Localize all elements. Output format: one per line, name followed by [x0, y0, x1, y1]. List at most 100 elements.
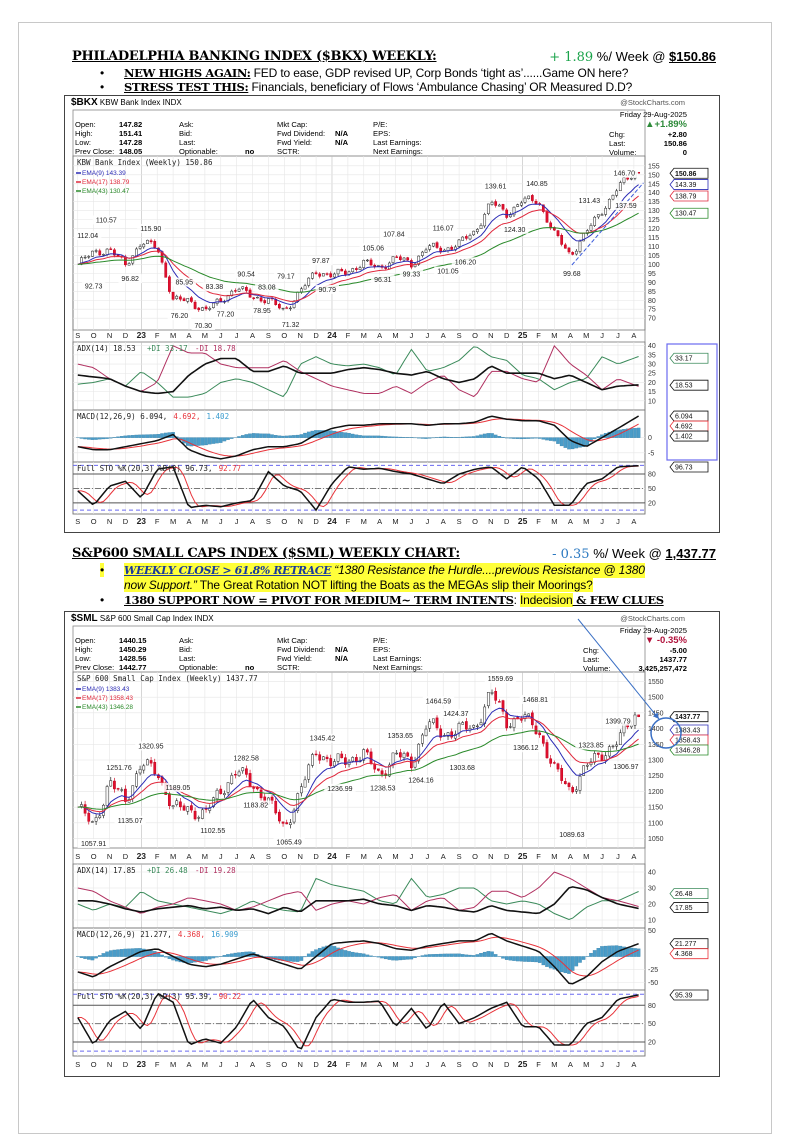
x-tick-label: N — [298, 331, 303, 340]
macd-histogram-bar — [226, 437, 230, 440]
candle-down — [281, 821, 285, 824]
candle-up — [516, 204, 520, 207]
candle-down — [395, 256, 399, 258]
y-tick-label: 50 — [648, 486, 656, 493]
macd-histogram-bar — [556, 437, 560, 444]
open-value: 1440.15 — [119, 636, 147, 645]
candle-up — [94, 250, 98, 252]
sml-price: 1,437.77 — [665, 546, 716, 561]
macd-histogram-bar — [339, 432, 344, 438]
annotation-bg — [519, 694, 552, 704]
x-tick-label: A — [250, 517, 255, 526]
macd-histogram-bar — [215, 956, 219, 958]
trendline — [571, 182, 644, 266]
macd-histogram-bar — [607, 945, 612, 957]
candle-down — [494, 201, 498, 206]
macd-histogram-bar — [563, 437, 568, 448]
macd-histogram-bar — [460, 436, 465, 438]
price-annotation: 1399.79 — [605, 719, 630, 726]
candle-up — [508, 726, 512, 728]
candle-up — [395, 752, 399, 755]
price-annotation: 1264.16 — [408, 777, 433, 784]
candle-down — [109, 248, 113, 250]
highlight-box — [666, 343, 718, 461]
eps-label: EPS: — [373, 645, 391, 654]
macd-histogram-bar — [402, 437, 406, 438]
x-tick-label: J — [219, 852, 223, 861]
candle-down — [545, 742, 549, 759]
candle-up — [175, 800, 179, 805]
price-annotation: 1183.82 — [243, 803, 268, 810]
sml-bullet-2-head: 1380 SUPPORT NOW = PIVOT FOR MEDIUM~ TER… — [124, 593, 514, 607]
x-tick-label: J — [235, 1060, 239, 1069]
bkx-bullet-2: • STRESS TEST THIS: Financials, benefici… — [100, 80, 720, 94]
macd-histogram-bar — [369, 955, 373, 957]
candle-up — [585, 764, 589, 767]
legend-ema-label: EMA(43) 130.47 — [82, 188, 130, 195]
macd-histogram-bar — [394, 436, 399, 438]
value-tag — [669, 938, 709, 950]
candle-down — [626, 177, 630, 180]
candle-up — [241, 767, 245, 772]
last-label: Last: — [179, 654, 196, 663]
fwd-yield-value: N/A — [335, 138, 349, 147]
candle-up — [413, 263, 417, 267]
chart-source: @StockCharts.com — [620, 614, 685, 623]
macd-histogram-bar — [119, 949, 124, 957]
macd-histogram-bar — [292, 435, 296, 438]
candle-down — [252, 297, 256, 299]
sml-bullet-2-highlight: Indecision — [519, 593, 573, 607]
candle-down — [406, 752, 410, 757]
open-value: 147.82 — [119, 120, 143, 129]
candle-down — [190, 805, 193, 811]
candle-up — [472, 230, 476, 236]
macd-histogram-bar — [471, 436, 476, 438]
macd-histogram-bar — [127, 948, 131, 957]
value-tag — [669, 902, 709, 913]
candle-up — [457, 723, 461, 734]
legend-ema-label: EMA(17) 138.79 — [82, 179, 130, 186]
x-tick-label: N — [298, 517, 303, 526]
annotation-bg — [405, 775, 437, 785]
x-tick-label: S — [266, 852, 271, 861]
pe-label: P/E: — [373, 636, 388, 645]
macd-histogram-bar — [629, 428, 634, 438]
sto-panel — [72, 989, 646, 1057]
candle-up — [256, 296, 259, 299]
y-tick-label: 115 — [648, 235, 659, 242]
candle-down — [494, 691, 498, 701]
value-tag — [669, 420, 709, 432]
macd-histogram-bar — [435, 437, 439, 438]
macd-histogram-bar — [303, 432, 307, 438]
annotation-bg — [172, 277, 196, 287]
x-tick-label: M — [583, 517, 589, 526]
macd-histogram-bar — [534, 956, 538, 963]
macd-histogram-bar — [402, 956, 406, 960]
last-label: Last: — [179, 138, 196, 147]
macd-histogram-bar — [127, 435, 131, 438]
macd-histogram-bar — [449, 437, 454, 438]
candle-down — [560, 768, 564, 781]
candle-up — [311, 272, 314, 279]
x-tick-label: M — [202, 517, 208, 526]
macd-histogram-bar — [273, 435, 278, 438]
chart-name: KBW Bank Index — [99, 98, 161, 107]
annotation-bg — [451, 257, 480, 267]
macd-histogram-bar — [387, 436, 392, 438]
candle-up — [300, 288, 303, 293]
annotation-bg — [422, 696, 455, 706]
candle-down — [285, 822, 289, 825]
candle-up — [351, 757, 355, 762]
sto-d-legend: 90.22 — [219, 992, 242, 1001]
macd-histogram-bar — [288, 956, 293, 962]
macd-histogram-bar — [479, 434, 483, 438]
candle-up — [420, 734, 424, 744]
x-tick-label: F — [155, 517, 160, 526]
macd-histogram-bar — [545, 437, 549, 441]
price-annotation: 1282.58 — [234, 755, 259, 762]
candle-down — [182, 298, 186, 302]
macd-histogram-bar — [625, 428, 630, 438]
candle-down — [373, 763, 377, 770]
candle-up — [388, 764, 391, 777]
ask-label: Ask: — [179, 120, 194, 129]
